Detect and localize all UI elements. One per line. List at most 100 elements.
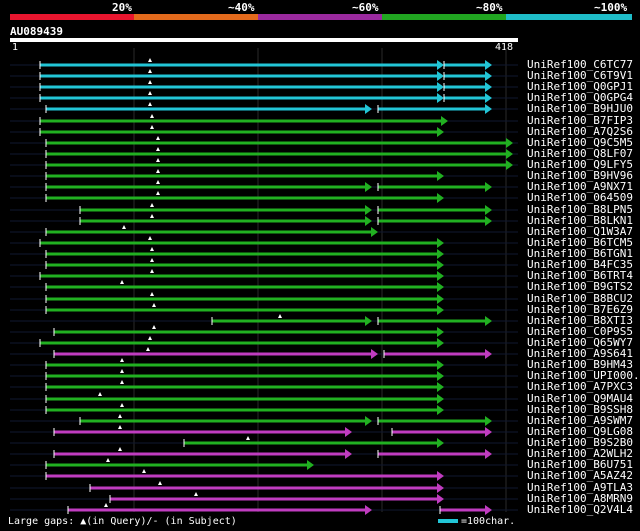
hit-segment[interactable] [384, 352, 486, 356]
hit-label[interactable]: UniRef100_064509 [527, 191, 633, 204]
hit-label[interactable]: UniRef100_Q0GPJ1 [527, 80, 633, 93]
hit-segment[interactable] [40, 63, 438, 67]
hit-label[interactable]: UniRef100_A7PXC3 [527, 380, 633, 393]
hit-segment[interactable] [46, 230, 372, 234]
hit-segment[interactable] [46, 385, 438, 389]
hit-label[interactable]: UniRef100_C6TC77 [527, 58, 633, 71]
hit-label[interactable]: UniRef100_B9HM43 [527, 358, 633, 371]
hit-label[interactable]: UniRef100_B9S2B0 [527, 436, 633, 449]
hit-segment[interactable] [54, 452, 346, 456]
hit-label[interactable]: UniRef100_B7E6Z9 [527, 303, 633, 316]
hit-segment[interactable] [440, 508, 486, 512]
hit-label[interactable]: UniRef100_B7FIP3 [527, 114, 633, 127]
hit-segment[interactable] [40, 241, 438, 245]
hit-label[interactable]: UniRef100_B9HJU0 [527, 102, 633, 115]
hit-segment[interactable] [54, 352, 372, 356]
hit-label[interactable]: UniRef100_B9SSH8 [527, 403, 633, 416]
hit-segment[interactable] [46, 174, 438, 178]
hit-label[interactable]: UniRef100_B8XTI3 [527, 314, 633, 327]
hit-segment[interactable] [46, 285, 438, 289]
hit-segment[interactable] [80, 419, 366, 423]
hit-segment[interactable] [46, 263, 438, 267]
hit-segment[interactable] [46, 374, 438, 378]
hit-segment[interactable] [378, 219, 486, 223]
hit-label[interactable]: UniRef100_A9NX71 [527, 180, 633, 193]
hit-segment[interactable] [110, 497, 438, 501]
hit-label[interactable]: UniRef100_A8MRN9 [527, 492, 633, 505]
hit-arrow-head [437, 193, 444, 203]
query-gap-marker [150, 125, 154, 129]
hit-segment[interactable] [184, 441, 438, 445]
hit-label[interactable]: UniRef100_A2WLH2 [527, 447, 633, 460]
hit-label[interactable]: UniRef100_Q2V4L4 [527, 503, 633, 516]
hit-label[interactable]: UniRef100_Q65WY7 [527, 336, 633, 349]
hit-label[interactable]: UniRef100_B4FC35 [527, 258, 633, 271]
hit-segment[interactable] [46, 474, 438, 478]
hit-label[interactable]: UniRef100_Q9MAU4 [527, 392, 633, 405]
hit-segment[interactable] [46, 163, 507, 167]
hit-segment[interactable] [378, 107, 486, 111]
hit-label[interactable]: UniRef100_C6T9V1 [527, 69, 633, 82]
hit-label[interactable]: UniRef100_B9HV96 [527, 169, 633, 182]
hit-segment[interactable] [46, 363, 438, 367]
hit-segment[interactable] [90, 486, 438, 490]
hit-segment[interactable] [212, 319, 366, 323]
hit-segment[interactable] [444, 74, 486, 78]
hit-label[interactable]: UniRef100_B6TCM5 [527, 236, 633, 249]
hit-label[interactable]: UniRef100_B9GTS2 [527, 280, 633, 293]
hit-label[interactable]: UniRef100_A9TLA3 [527, 481, 633, 494]
hit-segment[interactable] [40, 274, 438, 278]
hit-segment[interactable] [54, 430, 346, 434]
hit-label[interactable]: UniRef100_Q8LF07 [527, 147, 633, 160]
hit-segment[interactable] [46, 252, 438, 256]
hit-label[interactable]: UniRef100_B6TGN1 [527, 247, 633, 260]
hit-segment[interactable] [378, 185, 486, 189]
hit-segment[interactable] [46, 408, 438, 412]
hit-label[interactable]: UniRef100_A9S641 [527, 347, 633, 360]
hit-label[interactable]: UniRef100_UPI000.. [527, 369, 640, 382]
hit-label[interactable]: UniRef100_Q0GPG4 [527, 91, 633, 104]
hit-segment[interactable] [378, 319, 486, 323]
hit-segment[interactable] [40, 130, 438, 134]
hit-segment[interactable] [68, 508, 366, 512]
hit-segment[interactable] [46, 185, 366, 189]
hit-segment[interactable] [46, 463, 308, 467]
hit-label[interactable]: UniRef100_C0P9S5 [527, 325, 633, 338]
hit-segment[interactable] [54, 330, 438, 334]
hit-segment[interactable] [378, 208, 486, 212]
hit-label[interactable]: UniRef100_B8LKN1 [527, 214, 633, 227]
hit-segment[interactable] [80, 208, 366, 212]
hit-segment[interactable] [444, 85, 486, 89]
hit-segment[interactable] [46, 196, 438, 200]
hit-arrow-head [365, 216, 372, 226]
hit-segment[interactable] [46, 107, 366, 111]
hit-label[interactable]: UniRef100_B8BCU2 [527, 292, 633, 305]
hit-segment[interactable] [40, 119, 442, 123]
hit-label[interactable]: UniRef100_B6TRT4 [527, 269, 633, 282]
hit-segment[interactable] [40, 341, 438, 345]
hit-label[interactable]: UniRef100_A9SWM7 [527, 414, 633, 427]
hit-segment[interactable] [80, 219, 366, 223]
hit-label[interactable]: UniRef100_Q1W3A7 [527, 225, 633, 238]
hit-segment[interactable] [40, 74, 438, 78]
hit-label[interactable]: UniRef100_A5AZ42 [527, 469, 633, 482]
hit-segment[interactable] [46, 308, 438, 312]
hit-label[interactable]: UniRef100_B8LPN5 [527, 203, 633, 216]
hit-segment[interactable] [392, 430, 486, 434]
hit-segment[interactable] [444, 96, 486, 100]
hit-label[interactable]: UniRef100_Q9LFY5 [527, 158, 633, 171]
hit-label[interactable]: UniRef100_B6U751 [527, 458, 633, 471]
hit-segment[interactable] [46, 141, 507, 145]
hit-segment[interactable] [378, 452, 486, 456]
hit-segment[interactable] [46, 297, 438, 301]
hit-label[interactable]: UniRef100_Q9C5M5 [527, 136, 633, 149]
hit-segment[interactable] [40, 96, 438, 100]
hit-segment[interactable] [444, 63, 486, 67]
hit-label[interactable]: UniRef100_A7Q2S6 [527, 125, 633, 138]
hit-segment[interactable] [46, 397, 438, 401]
hit-segment[interactable] [40, 85, 438, 89]
hit-label[interactable]: UniRef100_Q9LG08 [527, 425, 633, 438]
hit-segment[interactable] [46, 152, 507, 156]
legend-swatch-60 [258, 14, 382, 20]
hit-segment[interactable] [378, 419, 486, 423]
